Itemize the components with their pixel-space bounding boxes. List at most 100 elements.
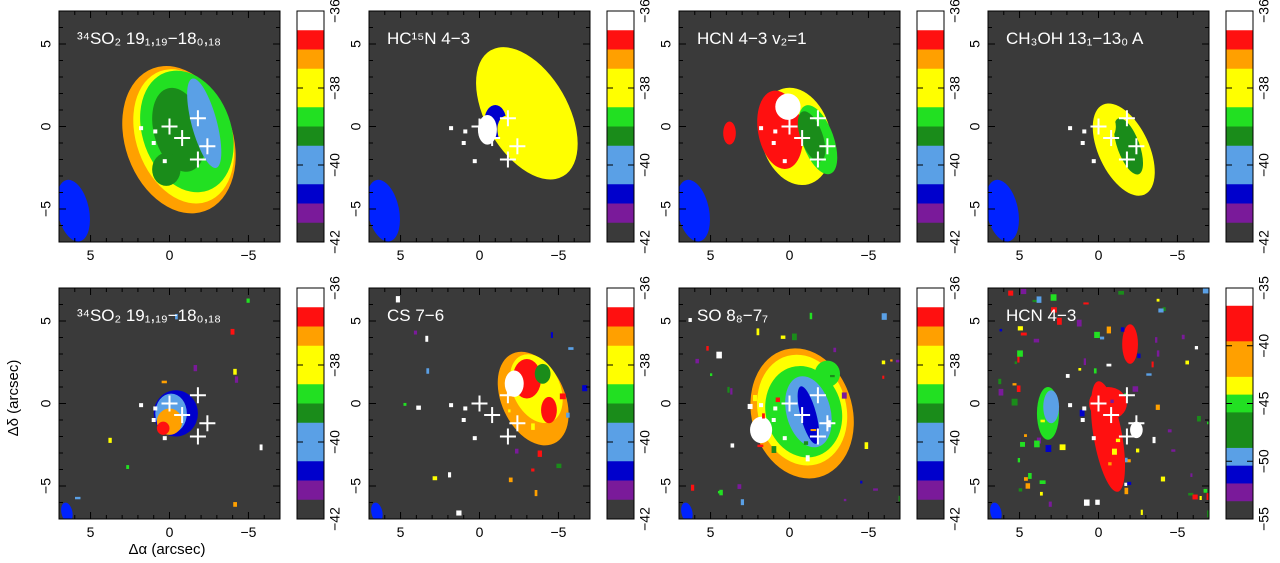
x-tick-label: −5: [1169, 247, 1185, 263]
colorbar-band: [607, 88, 634, 108]
noise-pixel: [1020, 441, 1026, 447]
noise-pixel: [1094, 331, 1100, 339]
noise-pixel: [1207, 510, 1209, 518]
colorbar-frame: [296, 10, 325, 243]
noise-pixel: [1025, 483, 1031, 489]
noise-pixel: [233, 368, 237, 375]
noise-pixel: [737, 484, 742, 489]
colorbar-band: [917, 461, 944, 481]
colorbar-band: [607, 384, 634, 404]
source-dot: [153, 129, 158, 134]
source-dot: [139, 126, 144, 131]
noise-pixel: [864, 442, 869, 450]
noise-pixel: [425, 335, 429, 342]
x-tick-label: 5: [707, 524, 715, 540]
colorbar-band: [297, 345, 324, 366]
noise-pixel: [1076, 319, 1082, 327]
noise-pixel: [1120, 327, 1125, 332]
colorbar-frame: [1225, 10, 1254, 243]
noise-pixel: [456, 510, 462, 516]
y-tick-label: 5: [658, 40, 674, 48]
colorbar-band: [917, 442, 944, 462]
colorbar-band: [1226, 501, 1253, 520]
y-tick-label: 5: [348, 40, 364, 48]
noise-pixel: [1125, 459, 1131, 463]
emission-map: [988, 103, 1155, 242]
colorbar-band: [917, 11, 944, 31]
colorbar-band: [1226, 88, 1253, 108]
source-dot: [162, 436, 167, 441]
beam-ellipse: [988, 179, 1019, 242]
noise-pixel: [395, 296, 400, 303]
noise-pixel: [757, 444, 764, 448]
panel-label: SO 8₈−7₇: [697, 306, 768, 325]
beam-ellipse: [369, 179, 400, 242]
colorbar-band: [607, 165, 634, 185]
noise-pixel: [753, 395, 757, 402]
panel-7: 5 0 −5 −5 0 5 SO 8₈−7₇ −36 −38 −40 −42: [658, 276, 963, 540]
colorbar-band: [297, 326, 324, 347]
noise-pixel: [582, 385, 588, 392]
colorbar-band: [1226, 184, 1253, 204]
noise-pixel: [1032, 299, 1039, 303]
colorbar-band: [297, 203, 324, 224]
colorbar-band: [1226, 107, 1253, 127]
emission-map: [61, 298, 263, 519]
source-dot: [151, 141, 156, 145]
colorbar-band: [1226, 145, 1253, 166]
colorbar-band: [917, 480, 944, 501]
noise-pixel: [1185, 360, 1190, 365]
source-dot: [773, 129, 778, 134]
colorbar-band: [917, 184, 944, 204]
noise-pixel: [1162, 307, 1166, 312]
emission-region: [477, 114, 497, 145]
source-dot: [759, 126, 764, 131]
noise-pixel: [1156, 350, 1160, 357]
noise-pixel: [1106, 326, 1112, 334]
panel-2: 5 0 −5 −5 0 5 HC¹⁵N 4−3 −36 −38 −40 −42: [348, 0, 653, 263]
noise-pixel: [1197, 415, 1201, 422]
colorbar-band: [917, 345, 944, 366]
beam-ellipse: [681, 502, 693, 519]
x-tick-label: 0: [1095, 247, 1103, 263]
colorbar-band: [297, 384, 324, 404]
colorbar-band: [1226, 323, 1253, 342]
noise-pixel: [193, 365, 198, 372]
y-tick-label: 0: [348, 399, 364, 407]
source-dot: [782, 436, 787, 441]
colorbar-band: [607, 184, 634, 204]
noise-pixel: [762, 413, 765, 419]
x-tick-label: 0: [166, 524, 174, 540]
noise-pixel: [448, 472, 452, 478]
colorbar-band: [1226, 341, 1253, 360]
emission-region: [1089, 387, 1127, 420]
noise-pixel: [1065, 374, 1070, 378]
beam-ellipse: [679, 179, 710, 242]
colorbar-band: [297, 461, 324, 481]
noise-pixel: [108, 437, 112, 443]
beam-ellipse: [990, 502, 1002, 519]
colorbar-tick-label: −38: [947, 353, 963, 377]
noise-pixel: [1017, 326, 1023, 331]
noise-pixel: [432, 476, 438, 481]
noise-pixel: [881, 313, 887, 320]
colorbar-band: [917, 49, 944, 70]
noise-pixel: [1194, 346, 1199, 350]
noise-pixel: [1127, 481, 1132, 486]
noise-pixel: [1190, 473, 1193, 477]
noise-pixel: [246, 298, 250, 303]
y-tick-label: −5: [967, 478, 983, 494]
beam-ellipse: [59, 179, 90, 242]
noise-pixel: [233, 502, 237, 507]
colorbar-tick-label: −36: [947, 0, 963, 23]
colorbar-band: [297, 68, 324, 89]
colorbar-band: [917, 145, 944, 166]
noise-pixel: [1137, 353, 1141, 359]
noise-pixel: [1171, 449, 1176, 452]
colorbar-tick-label: −36: [327, 0, 343, 23]
colorbar-tick-label: −40: [637, 153, 653, 177]
noise-pixel: [1028, 472, 1032, 479]
colorbar-band: [607, 222, 634, 243]
colorbar-band: [297, 307, 324, 327]
colorbar-band: [607, 461, 634, 481]
